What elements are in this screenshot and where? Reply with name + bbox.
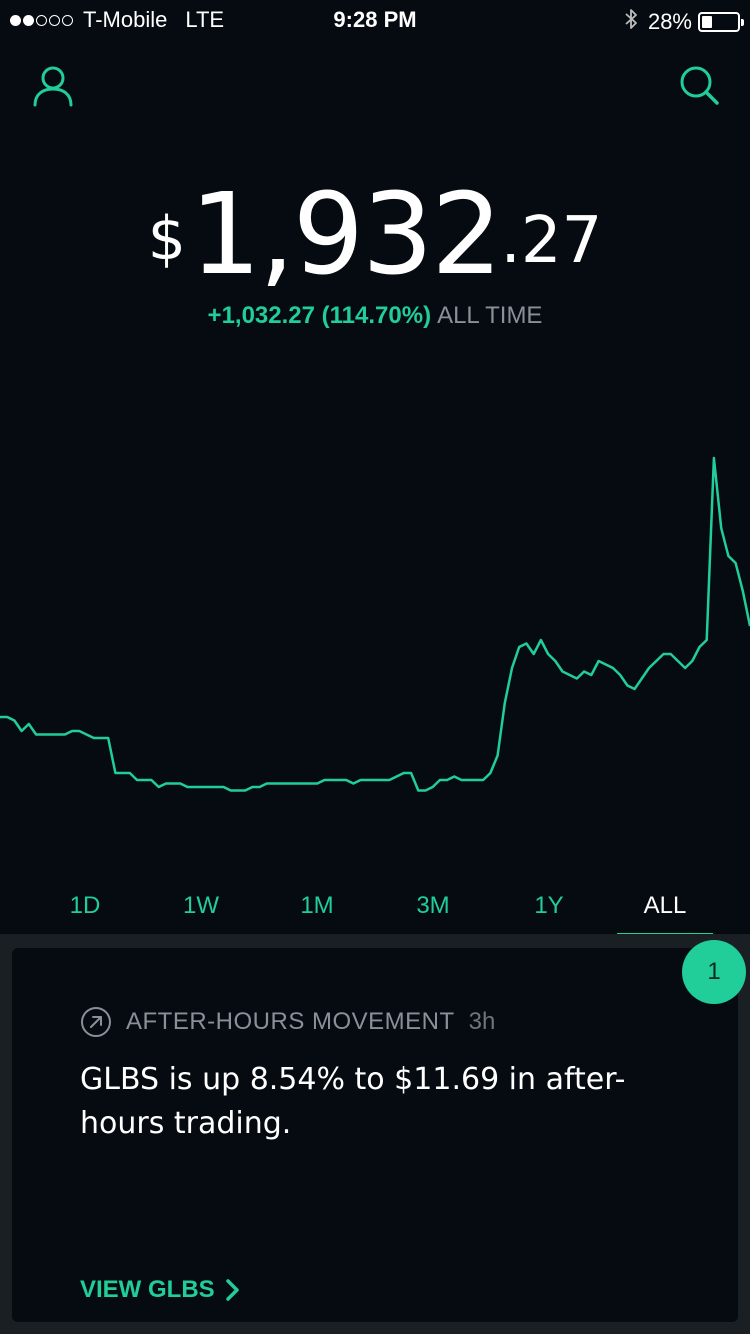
change-period: ALL TIME [437, 302, 542, 329]
change-amount: +1,032.27 (114.70%) [208, 302, 432, 329]
portfolio-value: $1,932.27 [0, 170, 750, 300]
tab-3m[interactable]: 3M [385, 878, 481, 936]
view-glbs-label: VIEW GLBS [80, 1276, 215, 1304]
tab-1d[interactable]: 1D [37, 878, 133, 936]
portfolio-change: +1,032.27 (114.70%) ALL TIME [0, 302, 750, 330]
trend-arrow-icon [80, 1006, 112, 1038]
battery-percent: 28% [648, 9, 692, 35]
currency-symbol: $ [148, 204, 186, 274]
tab-1m[interactable]: 1M [269, 878, 365, 936]
status-right: 28% [624, 7, 740, 37]
chevron-right-icon [225, 1278, 241, 1302]
tab-1w[interactable]: 1W [153, 878, 249, 936]
feed-area: AFTER-HOURS MOVEMENT 3h GLBS is up 8.54%… [0, 934, 750, 1334]
card-body: GLBS is up 8.54% to $11.69 in after-hour… [80, 1058, 660, 1146]
notification-badge[interactable]: 1 [682, 940, 746, 1004]
card-age: 3h [469, 1008, 496, 1036]
view-glbs-button[interactable]: VIEW GLBS [80, 1276, 241, 1304]
portfolio-chart[interactable] [0, 440, 750, 820]
bluetooth-icon [624, 7, 638, 37]
portfolio-series-line [0, 458, 750, 791]
card-title: AFTER-HOURS MOVEMENT [126, 1008, 455, 1036]
portfolio-value-cents: .27 [501, 204, 603, 278]
after-hours-card[interactable]: AFTER-HOURS MOVEMENT 3h GLBS is up 8.54%… [12, 948, 738, 1322]
search-icon [677, 63, 721, 107]
card-header: AFTER-HOURS MOVEMENT 3h [80, 1006, 495, 1038]
battery-fill [702, 16, 712, 28]
tab-1y[interactable]: 1Y [501, 878, 597, 936]
search-button[interactable] [674, 60, 724, 110]
user-icon [31, 63, 75, 107]
status-bar: T-Mobile LTE 9:28 PM 28% [0, 0, 750, 40]
tab-all[interactable]: ALL [617, 878, 713, 936]
battery-tip [741, 19, 744, 26]
range-tabs: 1D 1W 1M 3M 1Y ALL [0, 878, 750, 936]
battery-icon [698, 12, 740, 32]
portfolio-value-main: 1,932 [190, 170, 501, 300]
profile-button[interactable] [28, 60, 78, 110]
